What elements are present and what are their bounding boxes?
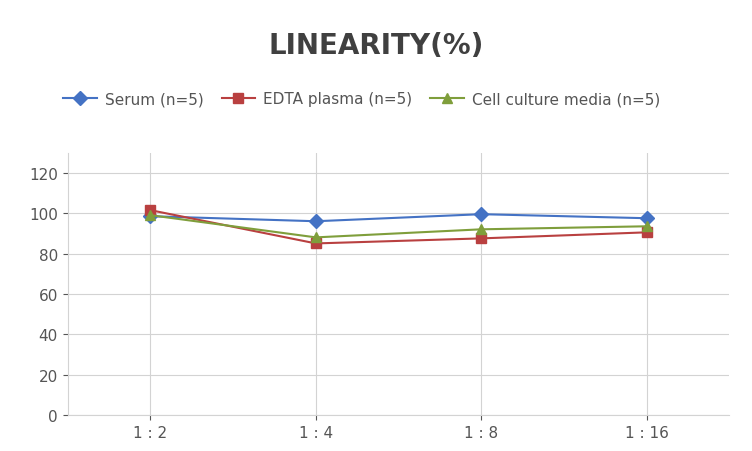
Serum (n=5) xyxy=(477,212,486,217)
Serum (n=5) xyxy=(146,214,155,220)
EDTA plasma (n=5) xyxy=(642,230,651,235)
Serum (n=5) xyxy=(311,219,320,225)
Line: Cell culture media (n=5): Cell culture media (n=5) xyxy=(146,211,651,243)
Legend: Serum (n=5), EDTA plasma (n=5), Cell culture media (n=5): Serum (n=5), EDTA plasma (n=5), Cell cul… xyxy=(60,89,663,110)
Cell culture media (n=5) xyxy=(477,227,486,233)
EDTA plasma (n=5) xyxy=(146,208,155,213)
Line: Serum (n=5): Serum (n=5) xyxy=(146,210,651,226)
Cell culture media (n=5) xyxy=(311,235,320,240)
EDTA plasma (n=5) xyxy=(311,241,320,247)
EDTA plasma (n=5) xyxy=(477,236,486,242)
Serum (n=5) xyxy=(642,216,651,221)
Line: EDTA plasma (n=5): EDTA plasma (n=5) xyxy=(146,206,651,249)
Cell culture media (n=5) xyxy=(642,224,651,230)
Text: LINEARITY(%): LINEARITY(%) xyxy=(268,32,484,60)
Cell culture media (n=5) xyxy=(146,213,155,218)
